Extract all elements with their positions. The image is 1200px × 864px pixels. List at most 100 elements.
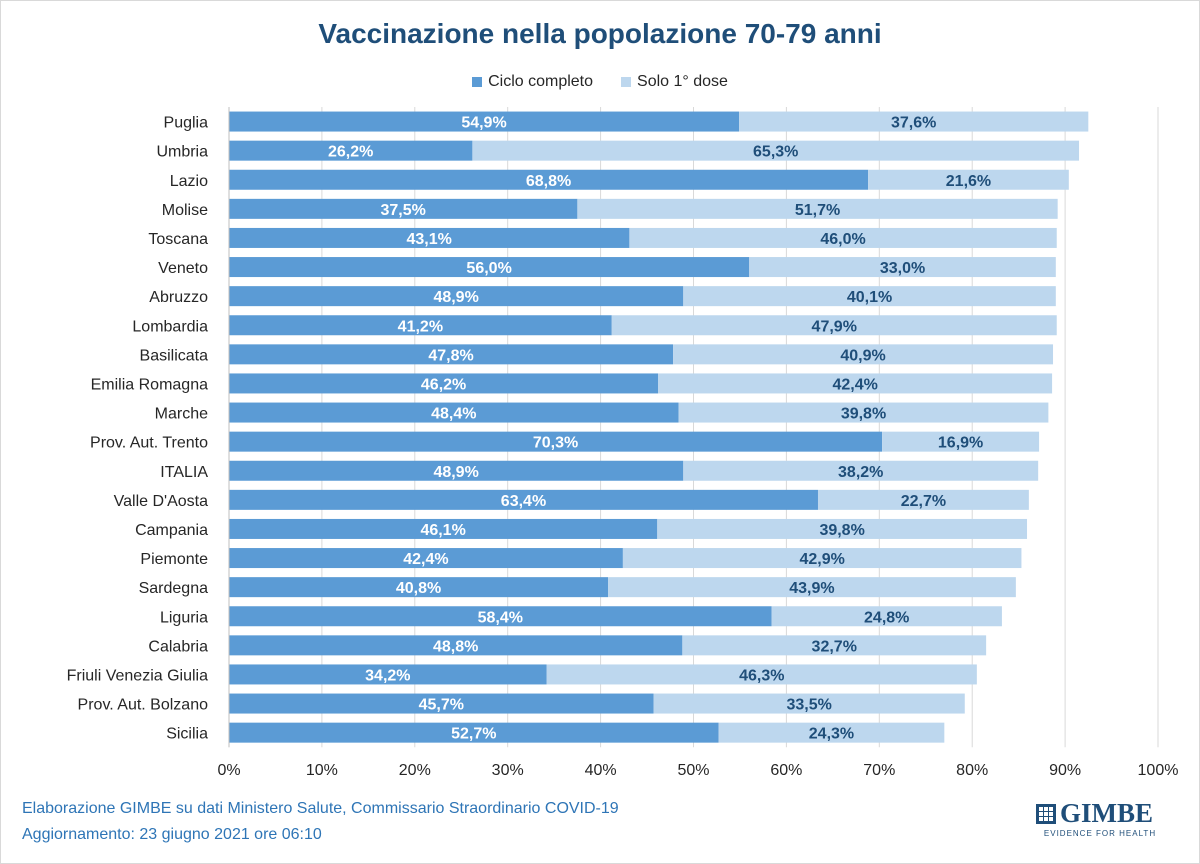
category-label: Umbria (156, 144, 208, 161)
data-label: 37,6% (891, 115, 936, 132)
category-label: Friuli Venezia Giulia (67, 667, 209, 684)
bar-solo-prima-dose (817, 489, 1029, 510)
legend-item-solo-prima-dose: Solo 1° dose (621, 73, 728, 91)
bar-ciclo-completo (229, 577, 609, 598)
data-label: 40,1% (847, 289, 892, 306)
bar-ciclo-completo (229, 315, 612, 336)
chart-title: Vaccinazione nella popolazione 70-79 ann… (318, 18, 882, 49)
legend-swatch-solo-prima-dose (621, 77, 632, 87)
bar-solo-prima-dose (653, 693, 965, 714)
x-tick-label: 80% (956, 762, 988, 779)
bar-ciclo-completo (229, 548, 623, 569)
data-label: 48,9% (433, 464, 478, 481)
data-label: 24,3% (809, 726, 854, 743)
x-tick-label: 40% (585, 762, 617, 779)
bar-solo-prima-dose (771, 606, 1002, 627)
bar-ciclo-completo (229, 722, 719, 743)
category-label: Prov. Aut. Trento (90, 435, 208, 452)
data-label: 46,0% (820, 231, 865, 248)
gimbe-logo-word: GIMBE (1060, 798, 1154, 828)
category-label: Piemonte (140, 551, 208, 568)
data-label: 47,8% (428, 347, 473, 364)
category-label: Liguria (160, 609, 208, 626)
category-label: Marche (155, 406, 208, 423)
bar-solo-prima-dose (673, 344, 1054, 365)
bar-ciclo-completo (229, 460, 684, 481)
bar-solo-prima-dose (682, 635, 987, 656)
category-label: Lazio (170, 173, 208, 190)
data-label: 34,2% (365, 667, 410, 684)
legend-label-ciclo-completo: Ciclo completo (488, 73, 594, 90)
bar-ciclo-completo (229, 169, 869, 190)
footer-source: Elaborazione GIMBE su dati Ministero Sal… (22, 800, 619, 817)
data-label: 48,4% (431, 406, 476, 423)
data-label: 47,9% (812, 318, 857, 335)
data-label: 40,9% (840, 347, 885, 364)
category-label: Puglia (164, 115, 209, 132)
bar-solo-prima-dose (611, 315, 1057, 336)
bar-ciclo-completo (229, 140, 473, 161)
x-tick-label: 70% (863, 762, 895, 779)
bar-ciclo-completo (229, 635, 683, 656)
data-label: 24,8% (864, 609, 909, 626)
category-label: Abruzzo (149, 289, 208, 306)
data-label: 56,0% (466, 260, 511, 277)
legend-swatch-ciclo-completo (472, 77, 483, 87)
bar-ciclo-completo (229, 518, 658, 539)
x-tick-label: 100% (1138, 762, 1179, 779)
bar-solo-prima-dose (882, 431, 1040, 452)
data-label: 21,6% (946, 173, 991, 190)
category-label: Basilicata (140, 347, 209, 364)
data-label: 38,2% (838, 464, 883, 481)
bar-ciclo-completo (229, 693, 654, 714)
legend-item-ciclo-completo: Ciclo completo (472, 73, 593, 91)
bar-solo-prima-dose (718, 722, 945, 743)
bar-ciclo-completo (229, 606, 772, 627)
bar-solo-prima-dose (678, 402, 1049, 423)
data-label: 68,8% (526, 173, 571, 190)
data-label: 42,4% (403, 551, 448, 568)
category-label: Lombardia (132, 318, 208, 335)
data-label: 65,3% (753, 144, 798, 161)
data-label: 48,8% (433, 638, 478, 655)
bar-ciclo-completo (229, 489, 818, 510)
data-label: 46,3% (739, 667, 784, 684)
x-tick-label: 0% (217, 762, 240, 779)
x-tick-label: 10% (306, 762, 338, 779)
bar-solo-prima-dose (546, 664, 977, 685)
data-label: 39,8% (841, 406, 886, 423)
category-label: Veneto (158, 260, 208, 277)
bar-ciclo-completo (229, 257, 750, 278)
bar-solo-prima-dose (658, 373, 1053, 394)
legend: Ciclo completo Solo 1° dose (0, 73, 1200, 91)
bar-solo-prima-dose (472, 140, 1080, 161)
data-label: 26,2% (328, 144, 373, 161)
bar-solo-prima-dose (683, 460, 1039, 481)
data-label: 46,1% (420, 522, 465, 539)
category-label: Calabria (148, 638, 208, 655)
bar-solo-prima-dose (868, 169, 1069, 190)
data-label: 51,7% (795, 202, 840, 219)
category-label: Toscana (148, 231, 208, 248)
data-label: 54,9% (461, 115, 506, 132)
x-tick-label: 90% (1049, 762, 1081, 779)
data-label: 37,5% (381, 202, 426, 219)
data-label: 32,7% (812, 638, 857, 655)
bar-ciclo-completo (229, 111, 740, 132)
data-label: 39,8% (819, 522, 864, 539)
gimbe-logo-tagline: EVIDENCE FOR HEALTH (1043, 829, 1157, 838)
bar-solo-prima-dose (622, 548, 1022, 569)
data-label: 41,2% (398, 318, 443, 335)
data-label: 42,9% (799, 551, 844, 568)
data-label: 63,4% (501, 493, 546, 510)
legend-label-solo-prima-dose: Solo 1° dose (637, 73, 728, 90)
category-label: ITALIA (160, 464, 208, 481)
x-tick-label: 50% (677, 762, 709, 779)
data-label: 46,2% (421, 376, 466, 393)
bar-solo-prima-dose (577, 198, 1058, 219)
x-tick-label: 30% (492, 762, 524, 779)
bar-solo-prima-dose (749, 257, 1056, 278)
data-label: 52,7% (451, 726, 496, 743)
bar-ciclo-completo (229, 431, 883, 452)
data-label: 16,9% (938, 435, 983, 452)
